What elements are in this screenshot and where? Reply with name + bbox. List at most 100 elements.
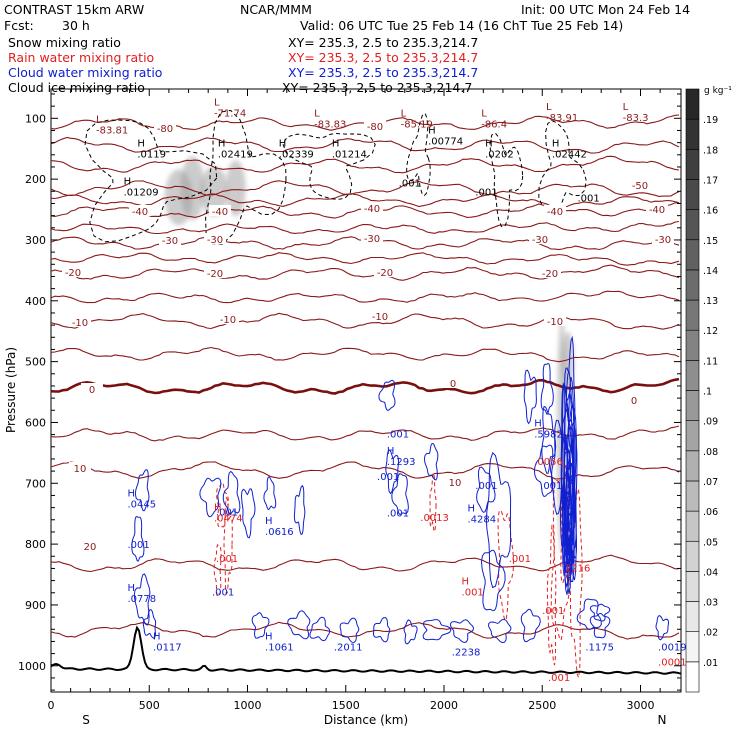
legend-cloudwater-xy: XY= 235.3, 2.5 to 235.3,214.7 <box>288 65 478 80</box>
isotherm-line <box>51 377 680 395</box>
extremum-value: .02442 <box>552 150 587 161</box>
x-axis-label: Distance (km) <box>324 713 408 727</box>
isotherm-label: 0 <box>89 385 95 396</box>
extremum-value: .0474 <box>214 513 243 524</box>
fcst-value: 30 h <box>62 18 90 33</box>
extremum-marker: H <box>462 577 470 588</box>
isotherm-label: -20 <box>377 268 393 279</box>
isotherm-label-bg <box>361 202 383 213</box>
colorbar-label: .15 <box>703 236 718 247</box>
colorbar-label: .17 <box>703 175 718 186</box>
colorbar-label: .1 <box>703 387 712 398</box>
y-tick-label: 200 <box>25 173 46 186</box>
extremum-value: .0616 <box>265 527 294 538</box>
cloud-water-core-contour <box>560 370 577 588</box>
extremum-marker: H <box>485 139 493 150</box>
x-tick-label: 2500 <box>528 699 556 712</box>
cloud-water-contour <box>487 618 512 644</box>
extremum-marker: H <box>467 504 475 515</box>
isotherm-line <box>51 155 680 174</box>
extremum-marker: L <box>214 97 220 108</box>
isotherm-label-bg <box>361 232 383 243</box>
snow-shade-patch <box>180 156 205 221</box>
extremum-value: .0019 <box>658 642 687 653</box>
extremum-marker: H <box>552 139 560 150</box>
rain-contour <box>429 471 437 533</box>
isotherm-line <box>51 264 680 281</box>
isotherm-line <box>51 136 680 154</box>
isotherm-label-bg <box>652 233 674 244</box>
extremum-value: .0013 <box>420 513 449 524</box>
colorbar-label: .18 <box>703 145 718 156</box>
y-tick-label: 900 <box>25 599 46 612</box>
cloud-water-contour <box>422 619 452 641</box>
isotherm-line <box>51 621 680 640</box>
isotherm-label: -10 <box>72 318 88 329</box>
isotherm-label-layer: -80 -80 -50 -40 -40 -40 -40 -40 -30 -30 -30 -30 -30 -… <box>62 120 674 553</box>
cloud-water-contour <box>133 573 151 626</box>
legend-cloudwater-label: Cloud water mixing ratio <box>8 65 162 80</box>
cloud-ice-contour <box>205 109 287 245</box>
isotherm-label-bg <box>646 203 668 214</box>
extremum-marker: L <box>623 102 629 113</box>
cloud-water-contour <box>372 617 391 643</box>
isotherm-label: -30 <box>207 235 223 246</box>
valid-time: Valid: 06 UTC Tue 25 Feb 14 (16 ChT Tue … <box>300 18 623 33</box>
extremum-value: .001 <box>377 472 399 483</box>
extremum-value: .0445 <box>127 499 156 510</box>
isotherm-label: -50 <box>632 181 648 192</box>
terrain-layer <box>51 625 681 675</box>
extremum-marker: H <box>265 631 273 642</box>
x-tick-label: 2000 <box>430 699 458 712</box>
extremum-value: .001 <box>462 588 484 599</box>
isotherm-label: -40 <box>212 207 228 218</box>
extremum-value: .001 <box>216 507 238 518</box>
cloud-water-contour <box>131 516 145 562</box>
legend-cloudice-label: Cloud ice mixing ratio <box>8 80 145 95</box>
south-end-label: S <box>82 713 90 727</box>
cloud-water-contour <box>339 617 360 643</box>
colorbar-segment <box>685 420 700 452</box>
colorbar-label: .01 <box>703 658 718 669</box>
isotherm-label-bg <box>129 205 151 216</box>
isotherm-label-bg <box>364 120 386 131</box>
cloud-water-contour <box>240 488 256 539</box>
x-tick-label: 1500 <box>332 699 360 712</box>
isotherm-label: -40 <box>364 204 380 215</box>
fcst-label: Fcst: <box>4 18 34 33</box>
extremum-value: .001 <box>509 554 531 565</box>
isotherm-label: -40 <box>649 205 665 216</box>
colorbar-label: .19 <box>703 115 718 126</box>
colorbar-segment <box>685 239 700 271</box>
colorbar-label: .11 <box>703 356 718 367</box>
isotherm-label: -30 <box>655 235 671 246</box>
isotherm-line <box>51 180 680 197</box>
extremum-marker: H <box>387 446 395 457</box>
colorbar-segment <box>685 149 700 180</box>
isotherm-label-bg <box>209 205 231 216</box>
rain-contour <box>497 509 515 622</box>
cloud-water-core-contour <box>566 438 576 566</box>
isotherm-label: -10 <box>372 312 388 323</box>
isotherm-label-bg <box>204 267 226 278</box>
extremum-marker: H <box>124 176 132 187</box>
cloud-water-core-contour <box>563 376 578 581</box>
cloud-water-contour <box>309 616 331 642</box>
colorbar-label: .09 <box>703 417 718 428</box>
colorbar-label: .08 <box>703 447 718 458</box>
extremum-value: .001 <box>127 540 149 551</box>
north-end-label: N <box>658 713 667 727</box>
colorbar-label: .02 <box>703 628 718 639</box>
cloud-ice-contour-layer <box>84 109 587 245</box>
x-axis: 0 500 1000 1500 2000 2500 3000 <box>48 89 661 712</box>
cloud-water-contour-layer <box>131 335 670 645</box>
extremum-value: .001 <box>216 554 238 565</box>
cloud-water-contour <box>391 473 409 515</box>
org-label: NCAR/MMM <box>240 2 312 17</box>
cloud-ice-contour <box>282 132 376 201</box>
extremum-value: .00774 <box>428 136 463 147</box>
cloud-water-contour <box>385 449 400 495</box>
isotherm-label: -40 <box>132 207 148 218</box>
